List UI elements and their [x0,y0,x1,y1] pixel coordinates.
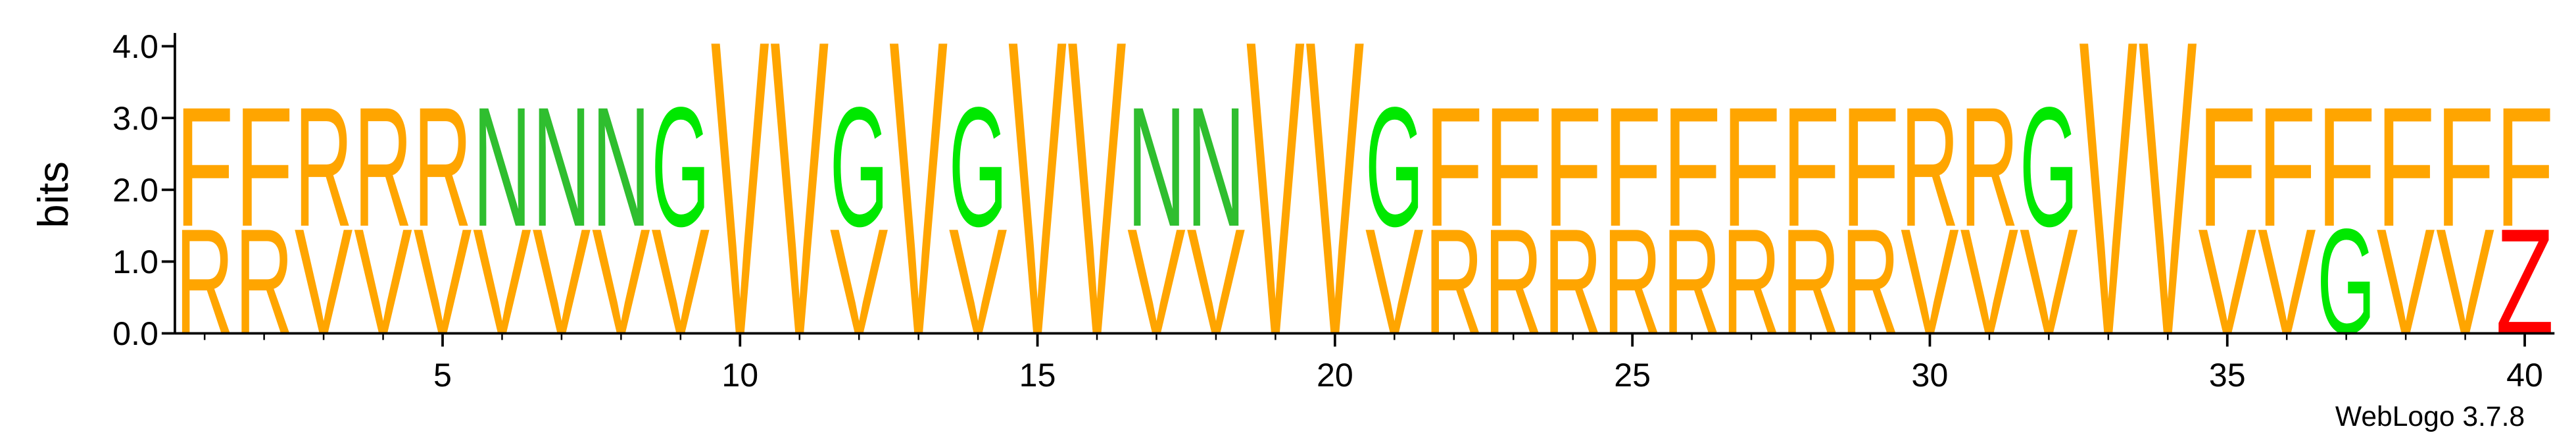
logo-letter: F [2436,72,2494,263]
logo-letter: F [1841,72,1900,263]
logo-letter: V [1008,0,1067,423]
logo-letter: F [2317,72,2375,263]
logo-letter: V [711,0,769,423]
y-tick-label: 0.0 [112,315,158,352]
y-tick-label: 4.0 [112,28,158,65]
y-axis-label: bits [29,161,77,228]
logo-letter: F [1543,72,1602,263]
logo-letter: F [2198,72,2256,263]
logo-letter: F [2258,72,2316,263]
logo-letter: V [1246,0,1305,423]
logo-letter: G [1365,72,1424,263]
logo-letter: V [1306,0,1365,423]
logo-letter: G [651,72,710,263]
logo-letter: V [889,0,948,423]
logo-letter: R [295,72,353,262]
y-tick-label: 2.0 [112,172,158,209]
footer: WebLogo 3.7.8 [2335,401,2525,432]
logo-letter: F [1782,72,1840,263]
logo-letter: R [354,72,412,262]
logo-letter: N [473,72,531,262]
logo-letter: G [949,72,1008,263]
logo-letter: F [1424,72,1483,263]
x-tick-label: 15 [1019,357,1056,394]
logo-letter: V [2079,0,2138,423]
x-tick-label: 10 [721,357,758,394]
x-tick-label: 40 [2506,357,2543,394]
logo-letter: F [1603,72,1662,263]
logo-letter: F [2496,72,2554,263]
logo-letter: R [1960,72,2019,262]
logo-letter: R [1901,72,1959,262]
logo-letter: N [1127,72,1186,262]
logo-letter: N [1187,72,1246,262]
y-tick-label: 3.0 [112,100,158,137]
logo-letter: N [533,72,591,262]
x-tick-label: 30 [1912,357,1949,394]
logo-letter: V [1068,0,1127,423]
logo-letter: F [1722,72,1781,263]
x-tick-label: 5 [433,357,452,394]
logo-letter: F [1484,72,1543,263]
x-tick-label: 35 [2209,357,2246,394]
logo-letter: G [830,72,888,263]
x-tick-label: 20 [1317,357,1353,394]
y-tick-label: 1.0 [112,244,158,280]
logo-letter: F [176,72,234,263]
logo-letter: N [592,72,650,262]
logo-letter: R [414,72,472,262]
logo-letter: V [2139,0,2197,423]
logo-letter: F [2377,72,2435,263]
x-tick-label: 25 [1614,357,1651,394]
logo-letter: V [770,0,829,423]
logo-letter: F [235,72,293,263]
logo-letter: G [2020,72,2078,263]
logo-letter: F [1663,72,1721,263]
